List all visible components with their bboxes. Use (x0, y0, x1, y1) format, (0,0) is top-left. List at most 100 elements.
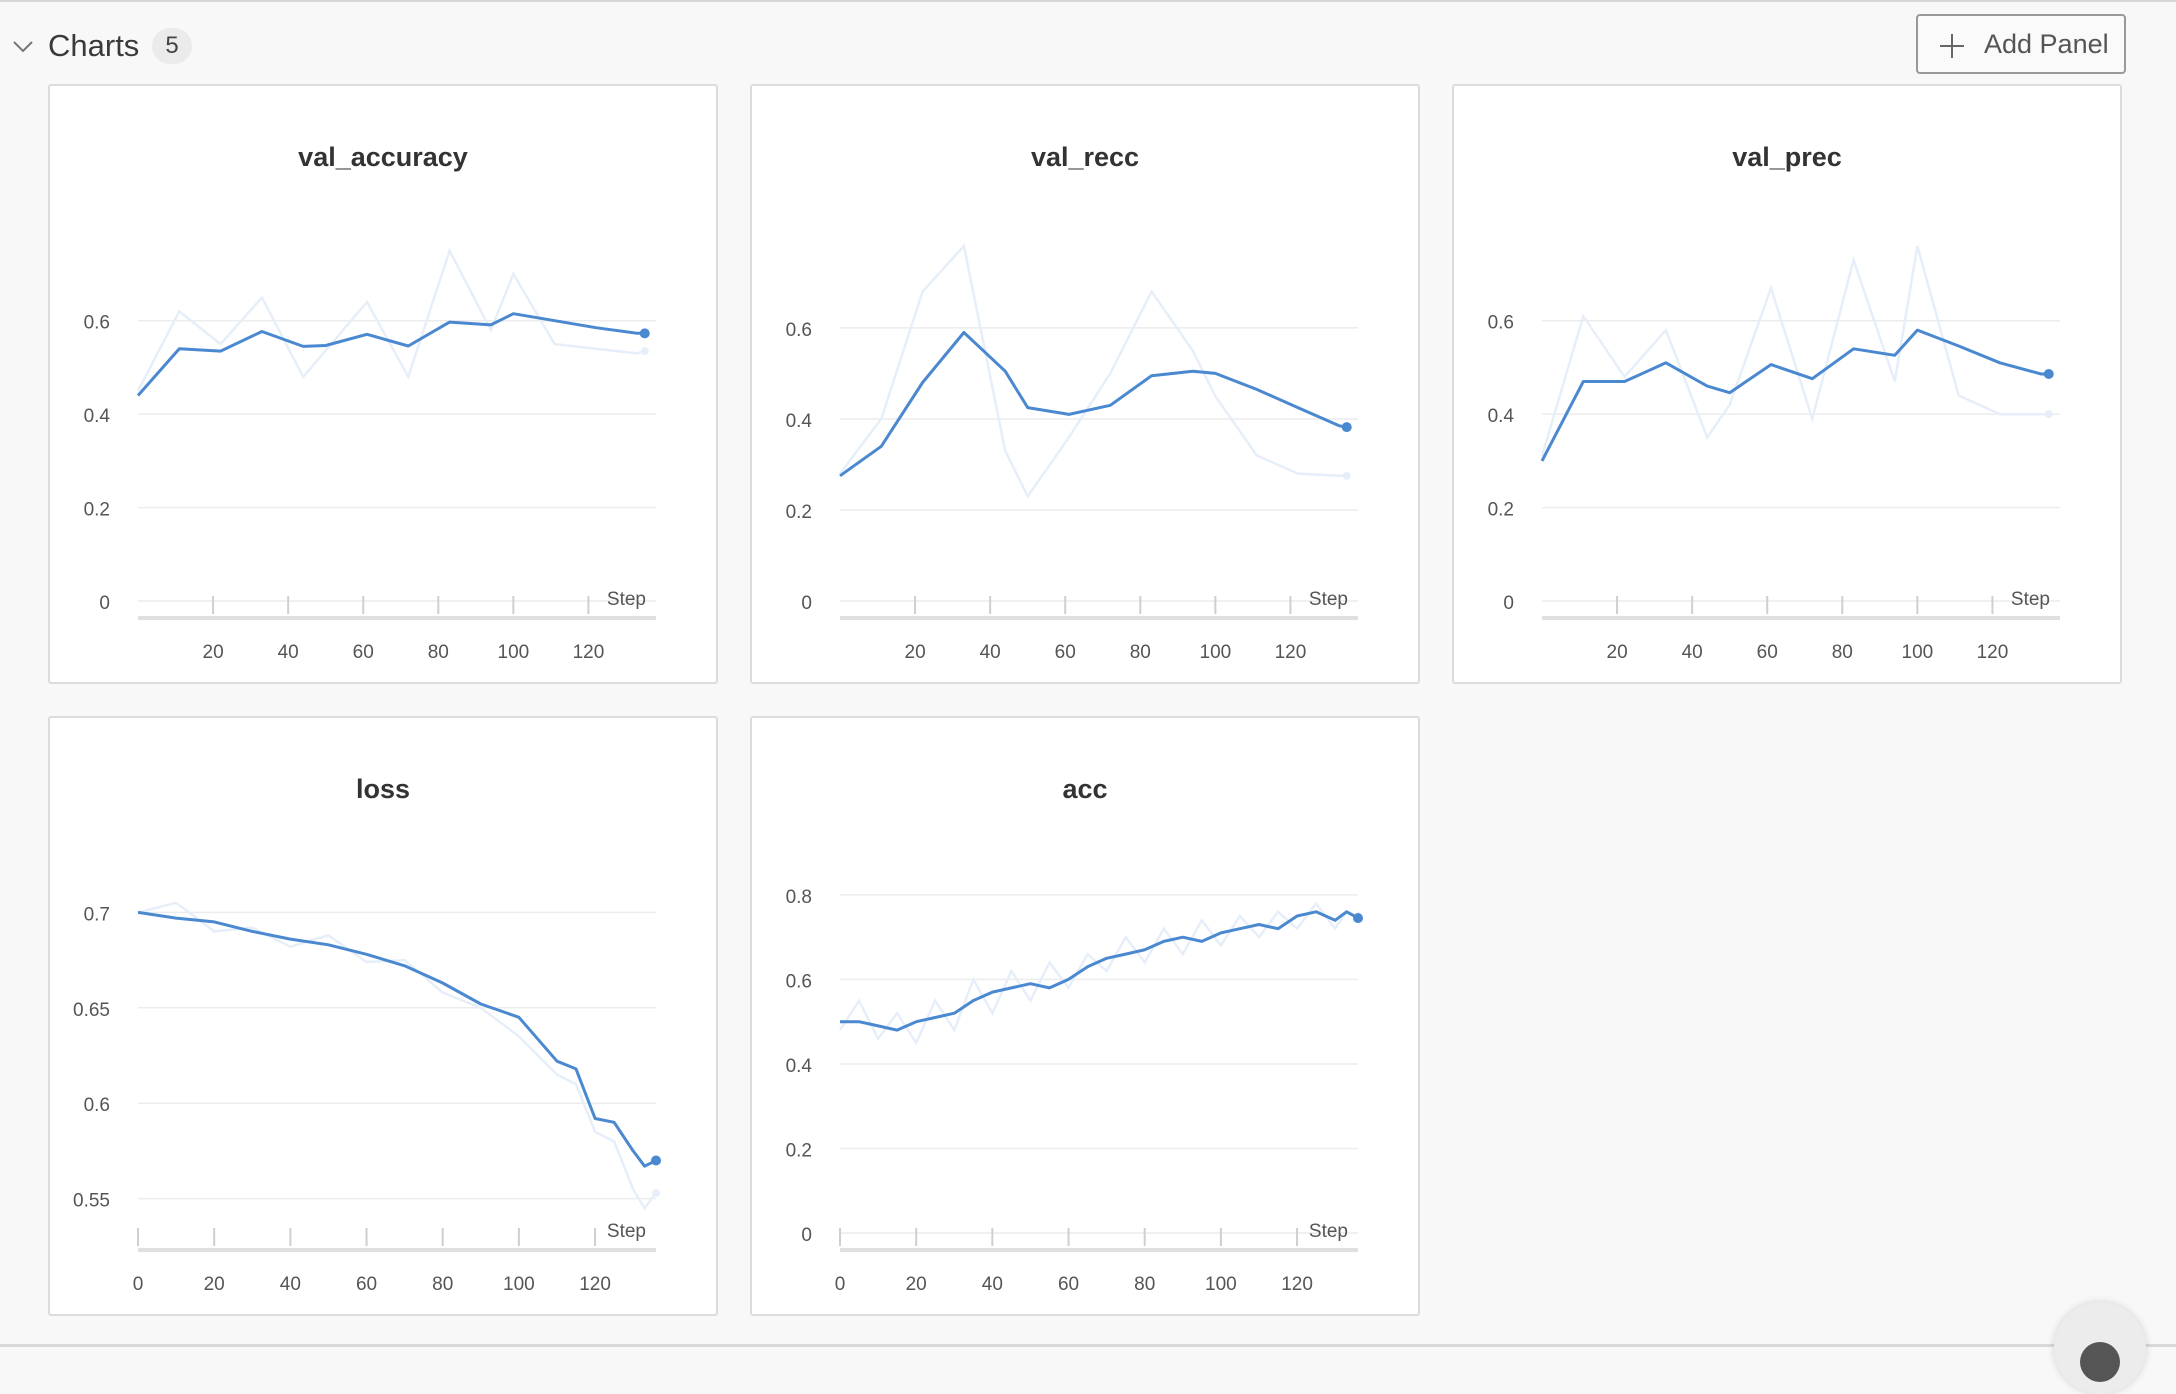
y-tick-label: 0 (801, 593, 812, 614)
y-tick-label: 0.6 (1488, 313, 1514, 334)
x-tick-label: 120 (1977, 642, 2009, 663)
x-axis-label: Step (607, 1221, 646, 1242)
x-tick-label: 100 (1205, 1274, 1237, 1295)
series-line-smoothed[interactable] (137, 910, 657, 1168)
series-end-point[interactable] (639, 328, 650, 339)
bottom-divider (0, 1344, 2176, 1347)
chart-plot[interactable]: 0 0.2 0.4 0.6 20 40 60 80 100 120 Step (1454, 86, 2124, 686)
chart-plot[interactable]: 0.55 0.6 0.65 0.7 0 20 40 60 80 100 120 Step (50, 718, 720, 1318)
series-line-raw (838, 901, 1359, 1046)
x-tick-label: 40 (280, 1274, 301, 1295)
x-tick-label: 20 (203, 642, 224, 663)
x-tick-label: 100 (1200, 642, 1232, 663)
y-tick-label: 0.6 (786, 971, 812, 992)
chart-plot[interactable]: 0 0.2 0.4 0.6 20 40 60 80 100 120 Step (50, 86, 720, 686)
x-tick-label: 100 (1902, 642, 1934, 663)
chart-panel-val-accuracy[interactable]: val_accuracy 0 0.2 0.4 0.6 20 40 60 80 100 120 Ste… (48, 84, 718, 684)
x-tick-label: 20 (906, 1274, 927, 1295)
chart-plot[interactable]: 0 0.2 0.4 0.6 20 40 60 80 100 120 Step (752, 86, 1422, 686)
x-tick-label: 80 (1130, 642, 1151, 663)
series-end-point[interactable] (2043, 368, 2054, 379)
chart-plot[interactable]: 0 0.2 0.4 0.6 0.8 0 20 40 60 80 100 120 Step (752, 718, 1422, 1318)
help-chat-button[interactable] (2054, 1302, 2146, 1394)
y-tick-label: 0.7 (84, 904, 110, 925)
x-tick-label: 20 (905, 642, 926, 663)
x-tick-label: 60 (1757, 642, 1778, 663)
y-tick-label: 0.6 (84, 313, 110, 334)
section-title[interactable]: Charts (48, 28, 140, 63)
y-tick-label: 0.2 (786, 502, 812, 523)
y-tick-label: 0.4 (786, 411, 813, 432)
x-tick-label: 60 (1055, 642, 1076, 663)
x-tick-label: 120 (579, 1274, 611, 1295)
x-tick-label: 80 (432, 1274, 453, 1295)
chart-panel-val-prec[interactable]: val_prec 0 0.2 0.4 0.6 20 40 60 80 100 120 Step (1452, 84, 2122, 684)
x-tick-label: 80 (1134, 1274, 1155, 1295)
series-line-smoothed[interactable] (136, 312, 645, 397)
add-panel-button[interactable]: Add Panel (1916, 14, 2126, 74)
x-tick-label: 80 (428, 642, 449, 663)
series-line-raw (839, 243, 1347, 499)
y-tick-label: 0.55 (73, 1191, 110, 1212)
x-tick-label: 60 (356, 1274, 377, 1295)
series-line-raw (137, 901, 658, 1211)
series-line-raw (136, 247, 646, 392)
y-tick-label: 0.2 (1488, 500, 1514, 521)
x-tick-label: 40 (1682, 642, 1703, 663)
x-tick-label: 20 (204, 1274, 225, 1295)
x-tick-label: 120 (573, 642, 605, 663)
y-tick-label: 0.4 (1488, 406, 1515, 427)
series-end-point[interactable] (651, 1155, 661, 1166)
series-end-point-raw (2044, 410, 2053, 419)
series-end-point[interactable] (1353, 913, 1363, 924)
chart-title: acc (1062, 774, 1108, 804)
x-tick-label: 60 (1058, 1274, 1079, 1295)
series-end-point-raw (640, 347, 649, 356)
y-tick-label: 0.2 (84, 500, 110, 521)
chart-title: loss (355, 774, 411, 804)
series-line-raw (1540, 245, 2049, 457)
chart-panel-acc[interactable]: acc 0 0.2 0.4 0.6 0.8 0 20 40 60 80 100 120 Step (750, 716, 1420, 1316)
series-end-point-raw (652, 1188, 660, 1197)
panel-count-badge: 5 (152, 28, 192, 64)
y-tick-label: 0 (1503, 593, 1514, 614)
chevron-down-icon[interactable] (10, 34, 36, 60)
x-tick-label: 100 (498, 642, 530, 663)
x-tick-label: 120 (1281, 1274, 1313, 1295)
y-tick-label: 0.4 (84, 406, 111, 427)
chart-panel-val-recc[interactable]: val_recc 0 0.2 0.4 0.6 20 40 60 80 100 120 Step (750, 84, 1420, 684)
chart-title: val_accuracy (298, 142, 468, 172)
top-divider (0, 0, 2176, 2)
x-axis-label: Step (1309, 1221, 1348, 1242)
chart-title: val_recc (1030, 142, 1140, 172)
x-tick-label: 20 (1607, 642, 1628, 663)
x-axis-label: Step (1309, 589, 1348, 610)
x-tick-label: 40 (278, 642, 299, 663)
y-tick-label: 0.6 (786, 320, 812, 341)
series-line-smoothed[interactable] (1540, 328, 2049, 462)
y-tick-label: 0.6 (84, 1095, 110, 1116)
y-tick-label: 0 (801, 1225, 812, 1246)
x-axis-label: Step (607, 589, 646, 610)
x-tick-label: 0 (835, 1274, 846, 1295)
y-tick-label: 0.4 (786, 1056, 813, 1077)
series-line-smoothed[interactable] (840, 910, 1359, 1032)
series-end-point[interactable] (1341, 422, 1352, 433)
add-panel-label: Add Panel (1984, 29, 2109, 59)
chart-title: val_prec (1732, 142, 1842, 172)
x-tick-label: 0 (133, 1274, 144, 1295)
x-tick-label: 40 (980, 642, 1001, 663)
x-tick-label: 120 (1275, 642, 1307, 663)
chart-panel-loss[interactable]: loss 0.55 0.6 0.65 0.7 0 20 40 60 80 100 120 Step (48, 716, 718, 1316)
series-line-smoothed[interactable] (839, 331, 1347, 478)
plus-icon (1940, 34, 1964, 58)
charts-section-header: Charts 5 Add Panel (0, 14, 2176, 78)
y-tick-label: 0.2 (786, 1140, 812, 1161)
series-end-point-raw (1342, 471, 1351, 480)
x-tick-label: 60 (353, 642, 374, 663)
chat-icon (2080, 1342, 2120, 1382)
x-axis-label: Step (2011, 589, 2050, 610)
y-tick-label: 0.8 (786, 887, 812, 908)
x-tick-label: 100 (503, 1274, 535, 1295)
x-tick-label: 80 (1832, 642, 1853, 663)
